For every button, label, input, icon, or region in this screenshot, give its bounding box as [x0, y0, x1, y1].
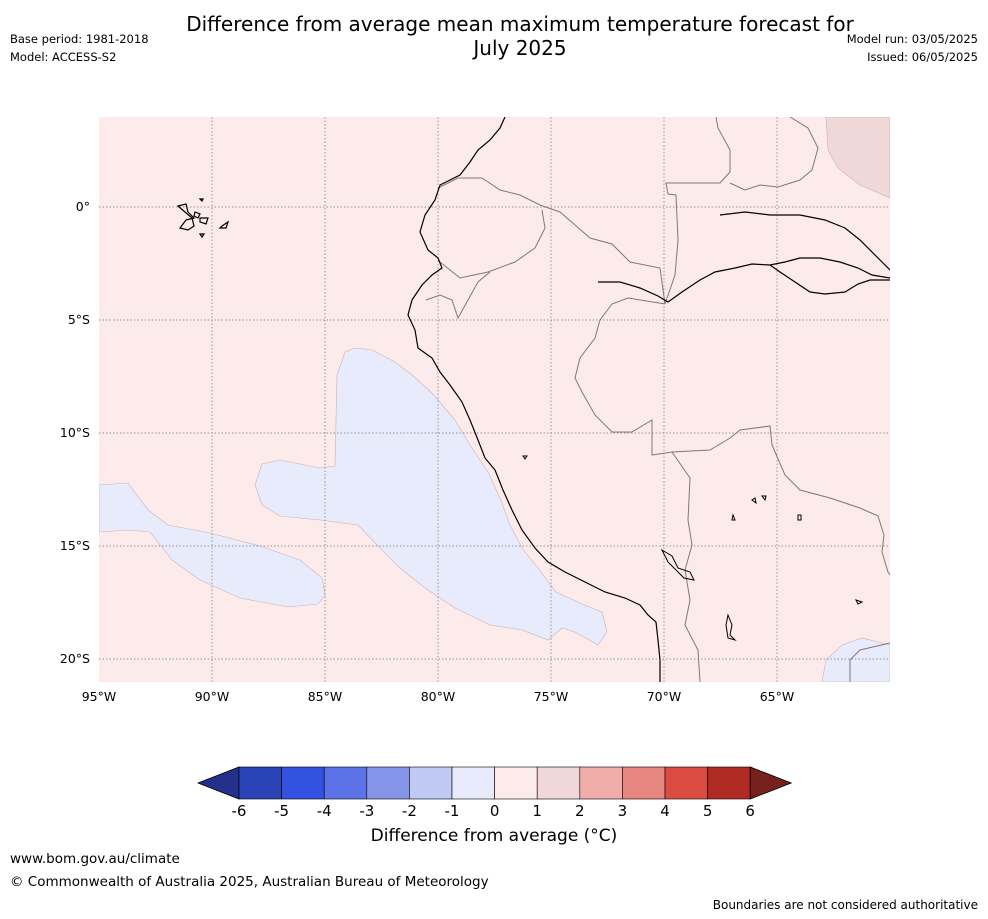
colorbar-tick-label: 2: [575, 802, 585, 820]
colorbar-segment: [494, 766, 538, 800]
colorbar-label: Difference from average (°C): [370, 826, 618, 846]
colorbar-tick-label: 1: [532, 802, 542, 820]
lon-label-85w: 85°W: [308, 689, 343, 704]
chart-title: Difference from average mean maximum tem…: [0, 12, 988, 60]
longitude-labels: 95°W 90°W 85°W 80°W 75°W 70°W 65°W: [82, 689, 795, 704]
colorbar-extension-low: [196, 766, 240, 800]
colorbar-tick-label: -1: [445, 802, 460, 820]
colorbar-tick-label: -4: [317, 802, 332, 820]
lat-label-15s: 15°S: [60, 538, 90, 553]
colorbar-segment: [664, 766, 708, 800]
lat-label-0: 0°: [76, 199, 90, 214]
colorbar-tick-label: 5: [703, 802, 713, 820]
colorbar-extension-high: [749, 766, 793, 800]
colorbar-segment: [238, 766, 282, 800]
colorbar-tick-label: -2: [402, 802, 417, 820]
footer-copyright: © Commonwealth of Australia 2025, Austra…: [10, 874, 489, 890]
gridlines: [99, 117, 890, 682]
meta-right: Model run: 03/05/2025 Issued: 06/05/2025: [847, 32, 978, 64]
cool-anomaly-region: [821, 637, 890, 682]
colorbar-segment: [451, 766, 495, 800]
colorbar-tick-label: -6: [232, 802, 247, 820]
lat-label-5s: 5°S: [68, 312, 90, 327]
colorbar-tick-label: -3: [359, 802, 374, 820]
colorbar: [196, 766, 793, 800]
colorbar-segment: [409, 766, 453, 800]
colorbar-segment: [366, 766, 410, 800]
colorbar-segment: [707, 766, 751, 800]
latitude-labels: 0° 5°S 10°S 15°S 20°S: [60, 199, 90, 666]
lon-label-80w: 80°W: [421, 689, 456, 704]
warm-anomaly-region: [825, 117, 890, 199]
issued-date: Issued: 06/05/2025: [867, 50, 978, 64]
colorbar-segment: [536, 766, 581, 800]
colorbar-tick-label: 6: [745, 802, 755, 820]
meta-left: Base period: 1981-2018 Model: ACCESS-S2: [10, 32, 149, 64]
colorbar-tick-label: 3: [618, 802, 628, 820]
colorbar-ticks: -6 -5 -4 -3 -2 -1 0 1 2 3 4 5 6: [232, 802, 755, 820]
cool-anomaly-region: [254, 347, 608, 646]
colorbar-segment: [323, 766, 368, 800]
colorbar-tick-label: 4: [660, 802, 670, 820]
colorbar-segment: [622, 766, 666, 800]
base-period: Base period: 1981-2018: [10, 32, 149, 46]
footer-website: www.bom.gov.au/climate: [10, 851, 180, 867]
lon-label-65w: 65°W: [760, 689, 795, 704]
colorbar-segment: [579, 766, 623, 800]
coastline: [176, 117, 890, 682]
lake-titicaca: [522, 455, 864, 642]
colorbar-tick-label: 0: [490, 802, 500, 820]
footer-note: Boundaries are not considered authoritat…: [712, 898, 978, 912]
title-line-2: July 2025: [473, 36, 567, 60]
lon-label-95w: 95°W: [82, 689, 117, 704]
country-borders: [425, 117, 890, 682]
colorbar-segment: [281, 766, 325, 800]
colorbar-tick-label: -5: [274, 802, 289, 820]
model-run: Model run: 03/05/2025: [846, 32, 978, 46]
title-line-1: Difference from average mean maximum tem…: [186, 12, 854, 36]
lat-label-10s: 10°S: [60, 425, 90, 440]
lon-label-90w: 90°W: [195, 689, 230, 704]
model-name: Model: ACCESS-S2: [10, 50, 117, 64]
lon-label-70w: 70°W: [647, 689, 682, 704]
lon-label-75w: 75°W: [534, 689, 569, 704]
lat-label-20s: 20°S: [60, 651, 90, 666]
